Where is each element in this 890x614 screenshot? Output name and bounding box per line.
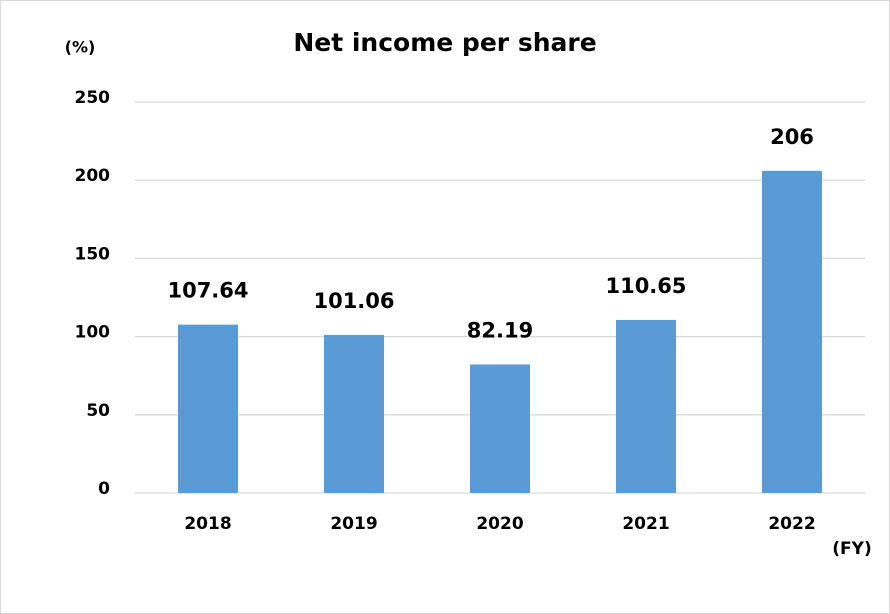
value-label: 206 xyxy=(770,125,814,149)
y-tick-label: 50 xyxy=(86,401,110,421)
x-unit-label: (FY) xyxy=(832,539,871,559)
bar xyxy=(470,364,530,493)
bar xyxy=(762,170,822,494)
x-tick-label: 2019 xyxy=(330,514,377,534)
bar xyxy=(324,334,384,493)
value-label: 101.06 xyxy=(313,289,394,313)
y-tick-label: 100 xyxy=(75,323,111,343)
value-label: 110.65 xyxy=(605,274,686,298)
y-tick-label: 200 xyxy=(75,166,111,186)
x-tick-label: 2020 xyxy=(476,514,523,534)
y-tick-label: 250 xyxy=(75,88,111,108)
value-label: 82.19 xyxy=(467,318,533,342)
bar xyxy=(178,324,238,493)
x-tick-label: 2018 xyxy=(184,514,231,534)
x-tick-label: 2022 xyxy=(768,514,815,534)
bar xyxy=(616,319,676,493)
chart-title: Net income per share xyxy=(293,28,596,57)
y-unit-label: (%) xyxy=(65,38,96,57)
x-tick-label: 2021 xyxy=(622,514,669,534)
value-label: 107.64 xyxy=(167,279,248,303)
y-tick-label: 0 xyxy=(98,479,110,499)
y-tick-label: 150 xyxy=(75,244,111,264)
